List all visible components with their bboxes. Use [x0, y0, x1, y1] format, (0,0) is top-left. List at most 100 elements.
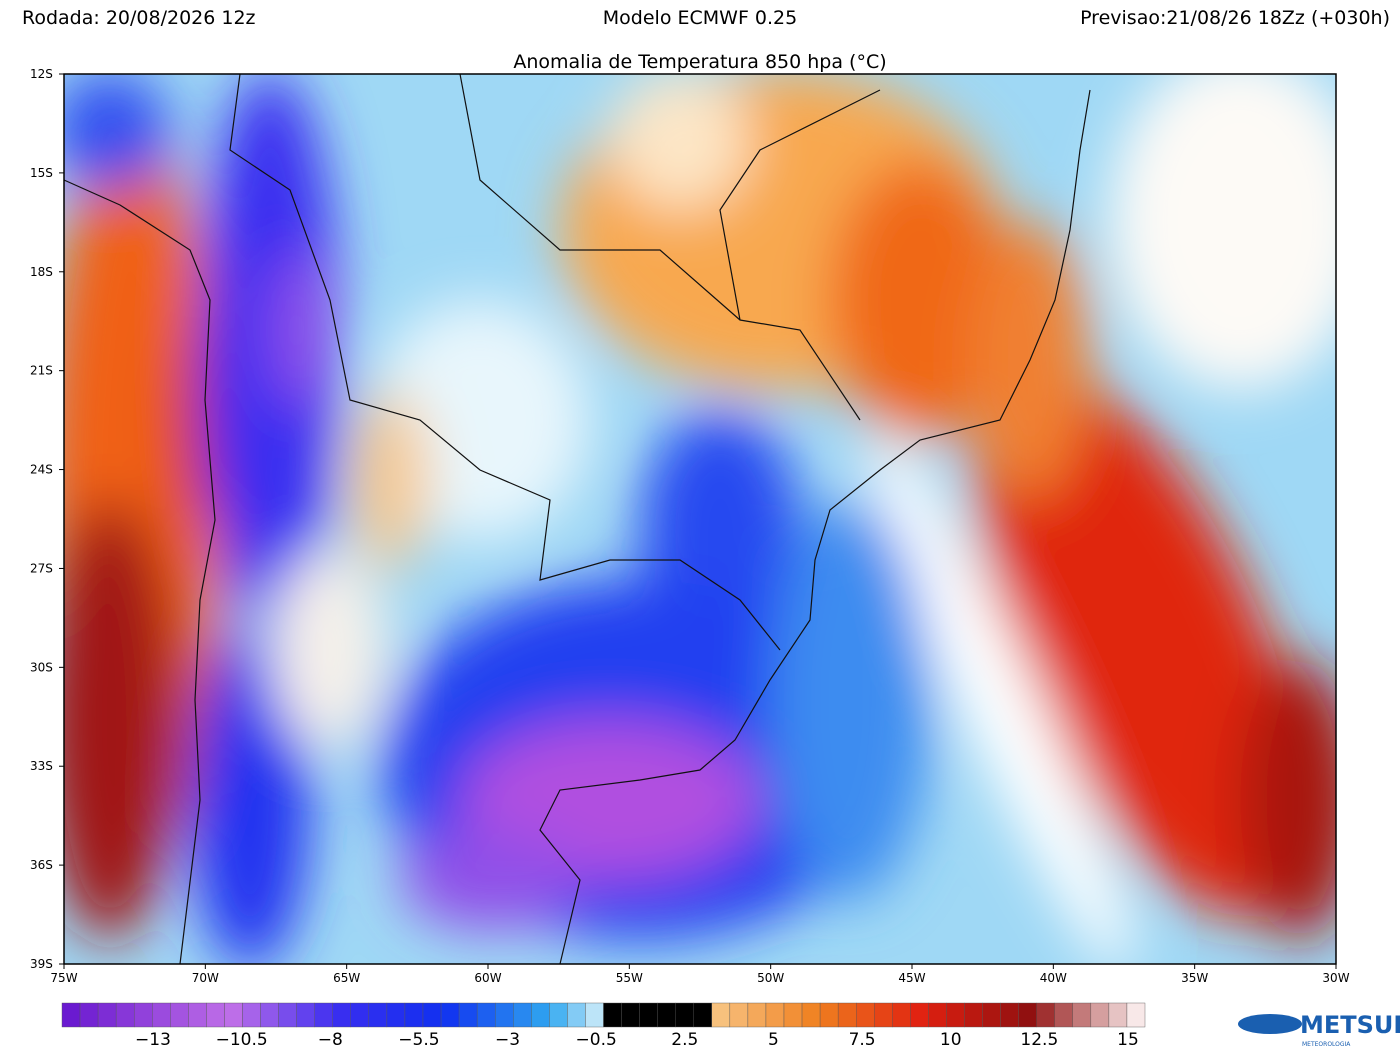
colorbar-box — [549, 1002, 568, 1028]
colorbar-box — [801, 1002, 821, 1028]
lat-tick-label: 33S — [30, 759, 53, 773]
anomaly-field — [64, 74, 1336, 964]
colorbar-box — [1108, 1002, 1128, 1028]
lon-tick-label: 75W — [50, 971, 77, 985]
colorbar-box — [513, 1002, 532, 1028]
lon-tick-label: 60W — [474, 971, 501, 985]
colorbar-box — [61, 1002, 81, 1028]
lon-tick-label: 50W — [757, 971, 784, 985]
colorbar-box — [874, 1002, 893, 1028]
lat-tick-label: 15S — [30, 166, 53, 180]
colorbar-label: −10.5 — [216, 1030, 268, 1050]
lat-tick-label: 36S — [30, 858, 53, 872]
colorbar: −13 −10.5 −8 −5.5 −3 −0.5 2.5 5 7.5 10 12.5 15 — [61, 1002, 1146, 1050]
colorbar-box — [97, 1002, 117, 1028]
lon-tick-label: 35W — [1181, 971, 1208, 985]
colorbar-label: −3 — [495, 1030, 520, 1050]
colorbar-label: −0.5 — [576, 1030, 617, 1050]
lat-tick-label: 30S — [30, 660, 53, 674]
colorbar-box — [350, 1002, 370, 1028]
colorbar-box — [242, 1002, 261, 1028]
lat-tick-label: 18S — [30, 265, 53, 279]
colorbar-box — [1000, 1002, 1019, 1028]
colorbar-box — [152, 1002, 171, 1028]
colorbar-box — [603, 1002, 622, 1028]
colorbar-box — [946, 1002, 965, 1028]
colorbar-box — [1036, 1002, 1055, 1028]
colorbar-box — [1126, 1002, 1146, 1028]
colorbar-box — [747, 1002, 767, 1028]
colorbar-label: 7.5 — [849, 1030, 876, 1050]
colorbar-box — [910, 1002, 929, 1028]
colorbar-box — [1054, 1002, 1073, 1028]
colorbar-box — [170, 1002, 189, 1028]
colorbar-box — [115, 1002, 135, 1028]
run-label: Rodada: 20/08/2026 12z — [22, 7, 256, 29]
colorbar-box — [711, 1002, 731, 1028]
logo-name: METSUL — [1300, 1011, 1400, 1039]
colorbar-label: 10 — [940, 1030, 962, 1050]
colorbar-label: −8 — [318, 1030, 343, 1050]
colorbar-label: 15 — [1117, 1030, 1139, 1050]
colorbar-box — [332, 1002, 351, 1028]
logo-icon — [1238, 1014, 1302, 1034]
colorbar-box — [133, 1002, 153, 1028]
colorbar-box — [260, 1002, 279, 1028]
map-title: Anomalia de Temperatura 850 hpa (°C) — [513, 51, 886, 73]
colorbar-box — [675, 1002, 694, 1028]
colorbar-box — [296, 1002, 315, 1028]
colorbar-box — [458, 1002, 478, 1028]
colorbar-box — [531, 1002, 550, 1028]
lon-tick-label: 30W — [1322, 971, 1349, 985]
colorbar-box — [621, 1002, 640, 1028]
colorbar-box — [964, 1002, 983, 1028]
colorbar-box — [206, 1002, 225, 1028]
colorbar-box — [1018, 1002, 1037, 1028]
colorbar-box — [224, 1002, 243, 1028]
lon-tick-label: 45W — [898, 971, 925, 985]
colorbar-box — [314, 1002, 333, 1028]
colorbar-box — [783, 1002, 803, 1028]
colorbar-box — [188, 1002, 207, 1028]
lat-tick-label: 24S — [30, 463, 53, 477]
colorbar-label: −13 — [135, 1030, 171, 1050]
colorbar-box — [693, 1002, 712, 1028]
colorbar-box — [567, 1002, 586, 1028]
colorbar-label: −5.5 — [398, 1030, 439, 1050]
colorbar-box — [422, 1002, 442, 1028]
colorbar-box — [729, 1002, 749, 1028]
colorbar-label: 5 — [768, 1030, 779, 1050]
colorbar-box — [928, 1002, 947, 1028]
coastlines — [63, 73, 1091, 965]
colorbar-box — [495, 1002, 514, 1028]
colorbar-box — [819, 1002, 839, 1028]
colorbar-box — [585, 1002, 604, 1028]
colorbar-box — [1072, 1002, 1092, 1028]
lat-tick-label: 21S — [30, 364, 53, 378]
colorbar-label: 12.5 — [1020, 1030, 1058, 1050]
colorbar-box — [368, 1002, 388, 1028]
colorbar-box — [440, 1002, 460, 1028]
map-frame — [63, 73, 1337, 965]
colorbar-box — [856, 1002, 875, 1028]
lat-tick-label: 39S — [30, 957, 53, 971]
colorbar-box — [386, 1002, 406, 1028]
colorbar-box — [404, 1002, 424, 1028]
colorbar-box — [278, 1002, 297, 1028]
colorbar-box — [79, 1002, 99, 1028]
lon-tick-label: 70W — [192, 971, 219, 985]
lat-tick-label: 12S — [30, 67, 53, 81]
colorbar-box — [1090, 1002, 1110, 1028]
lat-tick-label: 27S — [30, 561, 53, 575]
logo: METSUL METEOROLOGIA — [1238, 1011, 1400, 1048]
colorbar-box — [639, 1002, 658, 1028]
colorbar-box — [765, 1002, 785, 1028]
colorbar-box — [657, 1002, 676, 1028]
colorbar-box — [837, 1002, 857, 1028]
forecast-label: Previsao:21/08/26 18Zz (+030h) — [1080, 7, 1390, 29]
colorbar-box — [476, 1002, 496, 1028]
model-label: Modelo ECMWF 0.25 — [603, 7, 797, 29]
colorbar-box — [892, 1002, 911, 1028]
lon-tick-label: 40W — [1040, 971, 1067, 985]
